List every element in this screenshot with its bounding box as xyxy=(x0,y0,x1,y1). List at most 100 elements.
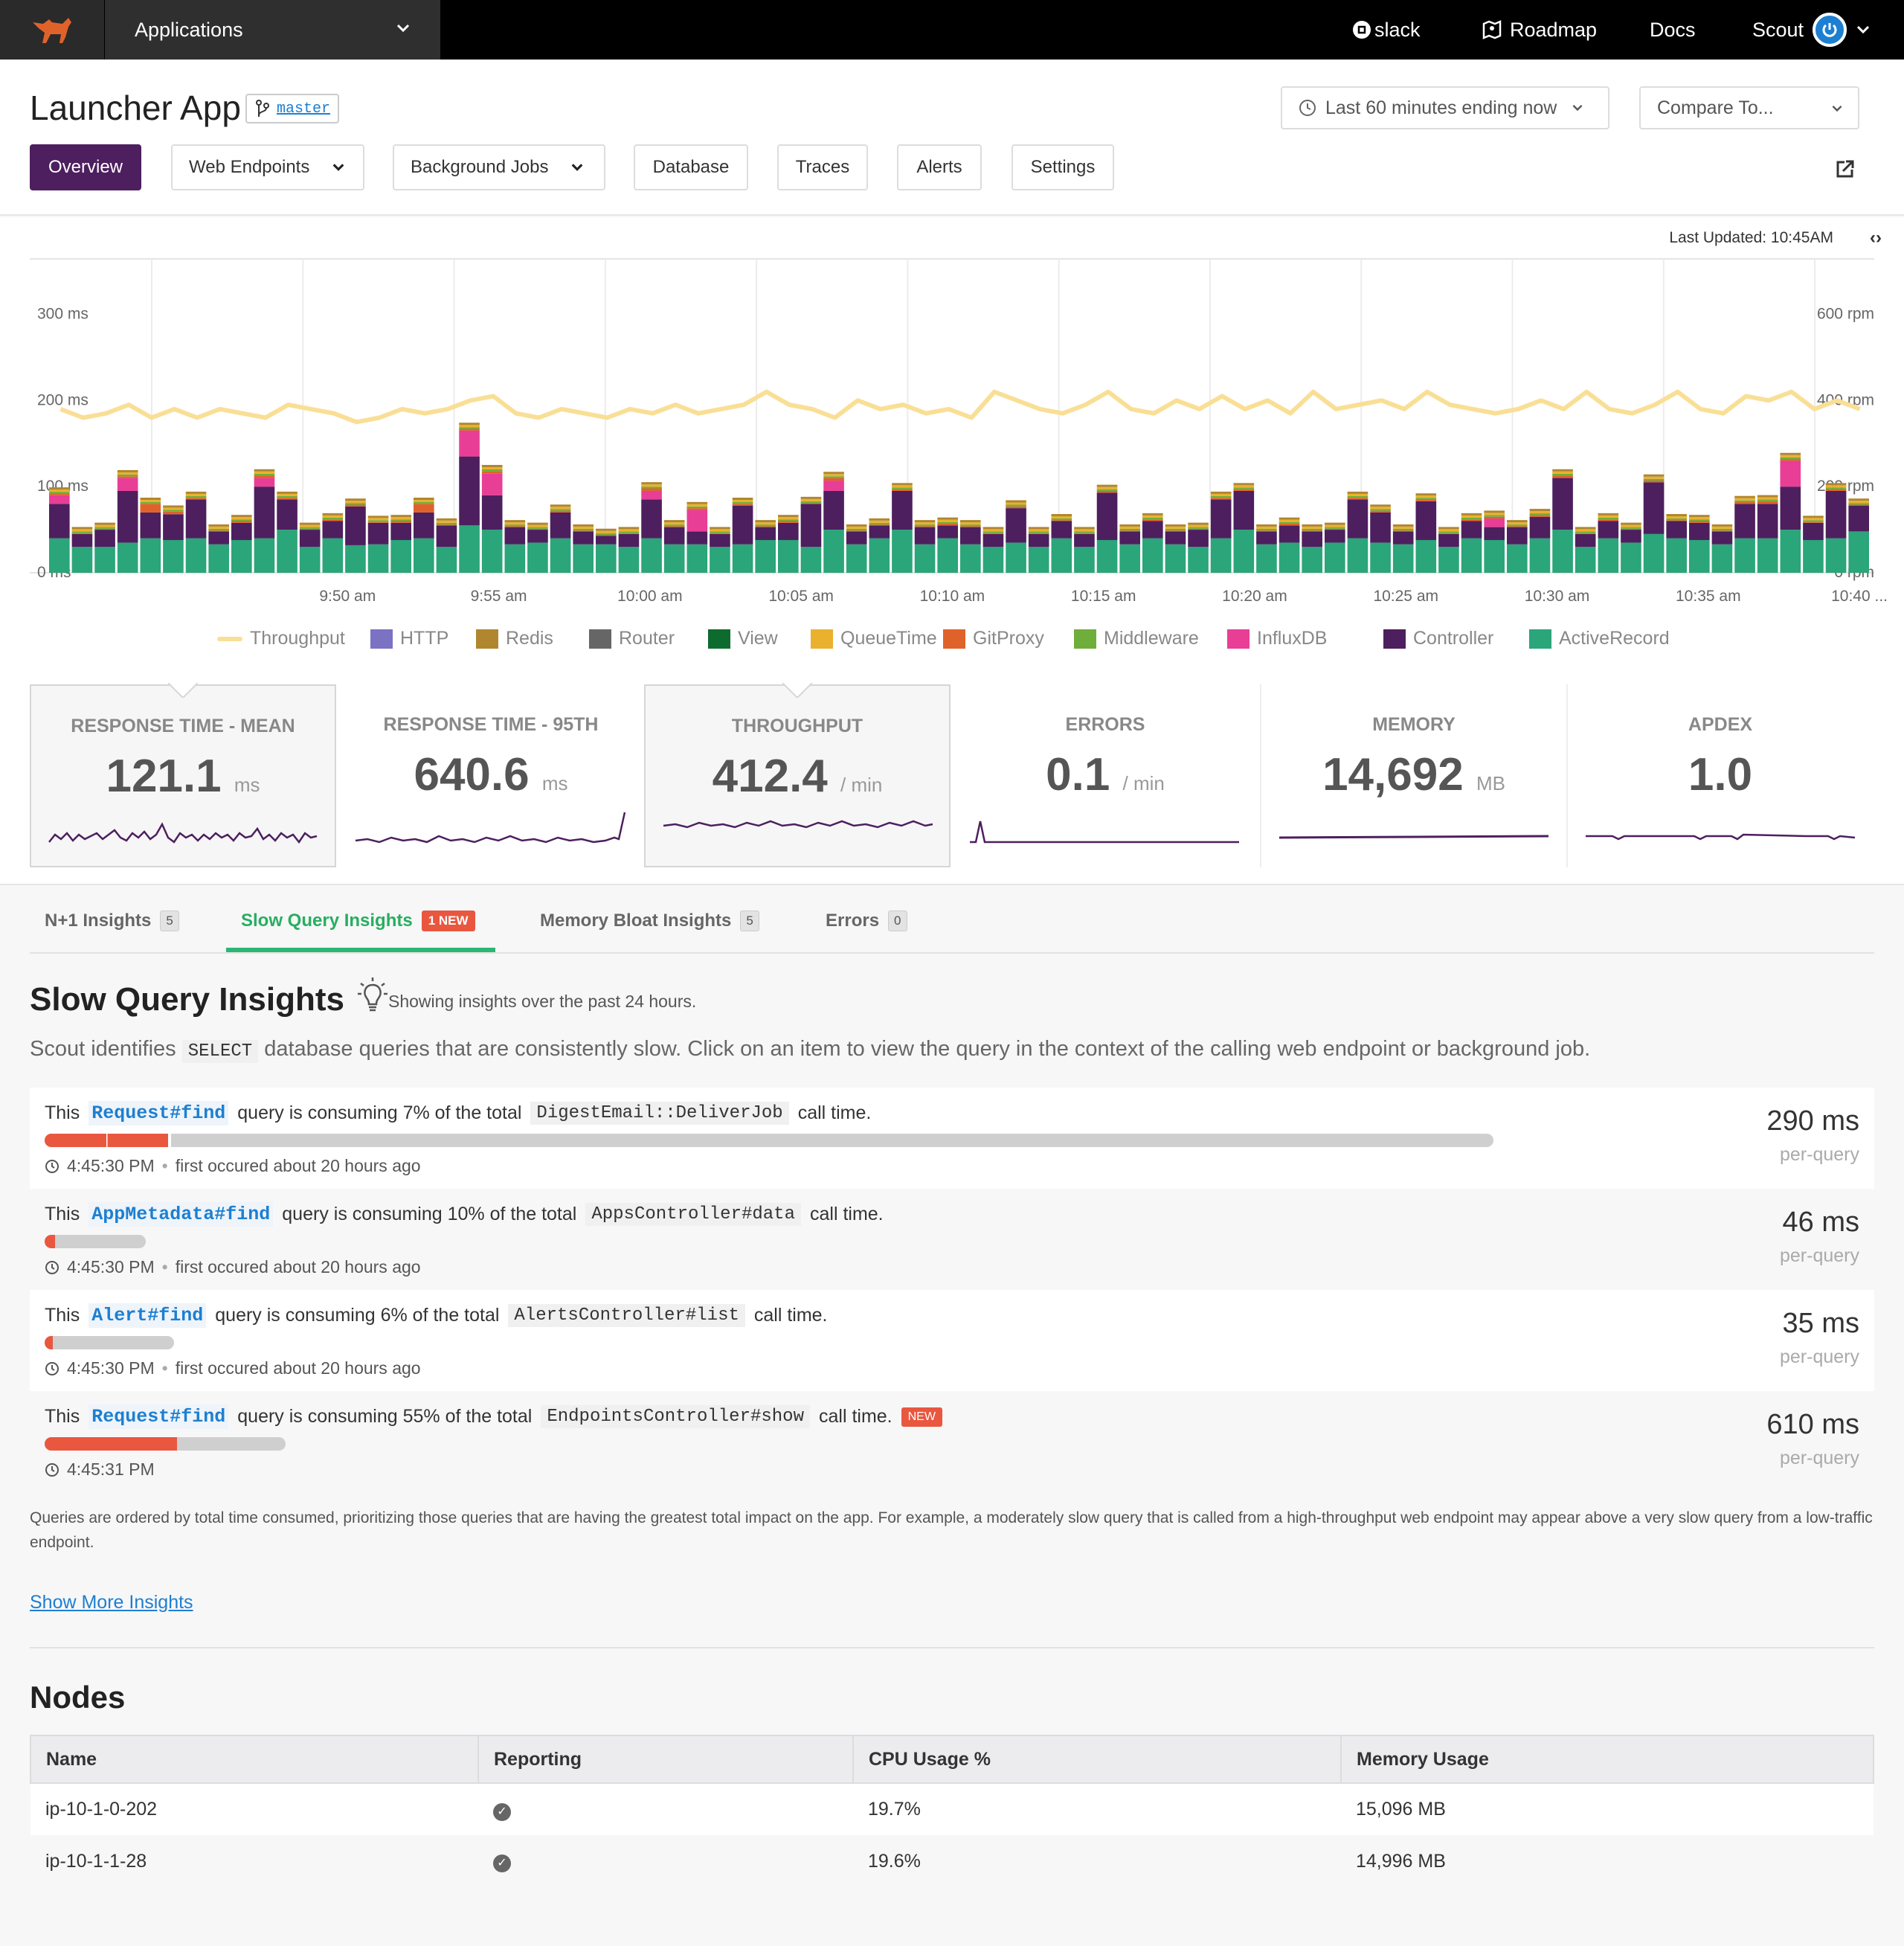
query-method[interactable]: AppMetadata#find xyxy=(89,1202,274,1227)
query-method[interactable]: Request#find xyxy=(89,1101,229,1125)
tab-alerts[interactable]: Alerts xyxy=(897,144,982,190)
legend-item[interactable]: Router xyxy=(589,628,675,649)
bar-cap xyxy=(322,515,344,518)
metric-response-95th[interactable]: RESPONSE TIME - 95TH 640.6 ms xyxy=(338,684,644,867)
query-method[interactable]: Alert#find xyxy=(89,1303,207,1328)
user-menu[interactable]: Scout xyxy=(1752,0,1871,60)
bar-cap xyxy=(1848,498,1869,501)
bar-segment xyxy=(1484,518,1505,527)
metric-apdex[interactable]: APDEX 1.0 xyxy=(1566,684,1873,867)
legend-item[interactable]: Throughput xyxy=(217,628,345,649)
bar-segment xyxy=(573,531,594,545)
bar-segment xyxy=(1233,487,1255,489)
bar-segment xyxy=(1529,538,1551,573)
column-header-memory[interactable]: Memory Usage xyxy=(1341,1735,1874,1784)
nodes-title: Nodes xyxy=(30,1680,126,1715)
tab-traces[interactable]: Traces xyxy=(777,144,868,190)
bar-segment xyxy=(254,478,275,487)
bar-cap xyxy=(550,504,571,507)
tab-web-endpoints[interactable]: Web Endpoints xyxy=(171,144,364,190)
bar-segment xyxy=(1643,482,1665,534)
bar-segment xyxy=(208,544,229,573)
bar-segment xyxy=(1370,509,1391,511)
tab-slow-query[interactable]: Slow Query Insights 1 NEW xyxy=(241,911,475,931)
column-header-cpu[interactable]: CPU Usage % xyxy=(853,1735,1342,1784)
tab-n-plus-one[interactable]: N+1 Insights 5 xyxy=(45,911,179,931)
tab-errors[interactable]: Errors 0 xyxy=(826,911,907,931)
table-row[interactable]: ip-10-1-0-202 ✓ 19.7% 15,096 MB xyxy=(30,1783,1874,1835)
bar-segment xyxy=(641,538,662,573)
show-more-insights-link[interactable]: Show More Insights xyxy=(30,1592,193,1613)
legend-swatch xyxy=(1529,629,1551,649)
tab-settings[interactable]: Settings xyxy=(1012,144,1114,190)
column-header-reporting[interactable]: Reporting xyxy=(478,1735,854,1784)
legend-item[interactable]: GitProxy xyxy=(943,628,1044,649)
last-updated: Last Updated: 10:45AM xyxy=(1669,229,1833,246)
time-range-select[interactable]: Last 60 minutes ending now xyxy=(1281,86,1609,129)
metric-memory[interactable]: MEMORY 14,692 MB xyxy=(1260,684,1566,867)
metric-errors[interactable]: ERRORS 0.1 / min xyxy=(952,684,1258,867)
tab-background-jobs[interactable]: Background Jobs xyxy=(393,144,605,190)
query-end: call time. xyxy=(753,1305,828,1326)
clock-icon xyxy=(45,1361,59,1375)
list-item[interactable]: This Request#find query is consuming 7% … xyxy=(30,1088,1874,1189)
query-method[interactable]: Request#find xyxy=(89,1404,229,1429)
branch-link[interactable]: master xyxy=(277,100,331,118)
bar-segment xyxy=(117,476,138,478)
column-header-name[interactable]: Name xyxy=(30,1735,479,1784)
branch-badge[interactable]: master xyxy=(245,94,340,123)
progress-fill xyxy=(45,1437,177,1451)
bar-cap xyxy=(1825,483,1847,486)
list-item[interactable]: This Request#find query is consuming 55%… xyxy=(30,1391,1874,1492)
legend-item[interactable]: HTTP xyxy=(370,628,448,649)
bar-cap xyxy=(163,505,184,508)
tab-overview-label: Overview xyxy=(48,157,123,177)
bar-segment xyxy=(596,536,617,545)
metric-response-mean[interactable]: RESPONSE TIME - MEAN 121.1 ms xyxy=(30,684,336,867)
bar-cap xyxy=(755,520,776,523)
bar-cap xyxy=(778,517,799,520)
bar-segment xyxy=(1256,528,1277,531)
scout-logo[interactable] xyxy=(0,0,104,60)
share-icon[interactable] xyxy=(1834,158,1856,180)
bar-segment xyxy=(94,527,115,529)
table-row[interactable]: ip-10-1-1-28 ✓ 19.6% 14,996 MB xyxy=(30,1835,1874,1887)
roadmap-link[interactable]: Roadmap xyxy=(1482,0,1597,60)
compare-select[interactable]: Compare To... xyxy=(1639,86,1859,129)
code-arrows-icon[interactable]: ‹› xyxy=(1870,228,1882,248)
bar-segment xyxy=(1461,519,1482,521)
legend-item[interactable]: Middleware xyxy=(1074,628,1199,649)
query-mid: query is consuming 55% of the total xyxy=(237,1406,533,1427)
bar-segment xyxy=(527,530,548,543)
legend-item[interactable]: Redis xyxy=(476,628,553,649)
bar-cap xyxy=(618,529,640,532)
tab-overview[interactable]: Overview xyxy=(30,144,141,190)
tab-database[interactable]: Database xyxy=(634,144,748,190)
bar-segment xyxy=(1256,530,1277,532)
list-item[interactable]: This Alert#find query is consuming 6% of… xyxy=(30,1290,1874,1391)
bar-segment xyxy=(596,533,617,536)
legend-item[interactable]: ActiveRecord xyxy=(1529,628,1670,649)
list-item[interactable]: This AppMetadata#find query is consuming… xyxy=(30,1189,1874,1290)
applications-dropdown[interactable]: Applications xyxy=(105,0,440,60)
tab-memory-bloat[interactable]: Memory Bloat Insights 5 xyxy=(540,911,759,931)
slack-link[interactable]: slack xyxy=(1352,0,1421,60)
bar-segment xyxy=(641,490,662,500)
bar-segment xyxy=(1666,521,1687,539)
desc-code: SELECT xyxy=(181,1040,259,1063)
metric-throughput[interactable]: THROUGHPUT 412.4 / min xyxy=(644,684,951,867)
bar-cap xyxy=(1438,529,1459,532)
legend-item[interactable]: Controller xyxy=(1383,628,1493,649)
bar-segment xyxy=(1780,459,1801,461)
bar-cap xyxy=(1188,522,1209,525)
legend-item[interactable]: InfluxDB xyxy=(1227,628,1327,649)
y-tick-label: 300 ms xyxy=(37,306,89,323)
legend-label: QueueTime xyxy=(840,628,937,649)
metric-number: 14,692 xyxy=(1322,749,1464,800)
legend-item[interactable]: QueueTime xyxy=(811,628,937,649)
bar-cap xyxy=(1552,469,1573,472)
insights-tabs: N+1 Insights 5 Slow Query Insights 1 NEW… xyxy=(30,885,1874,954)
legend-item[interactable]: View xyxy=(708,628,778,649)
docs-link[interactable]: Docs xyxy=(1650,0,1696,60)
